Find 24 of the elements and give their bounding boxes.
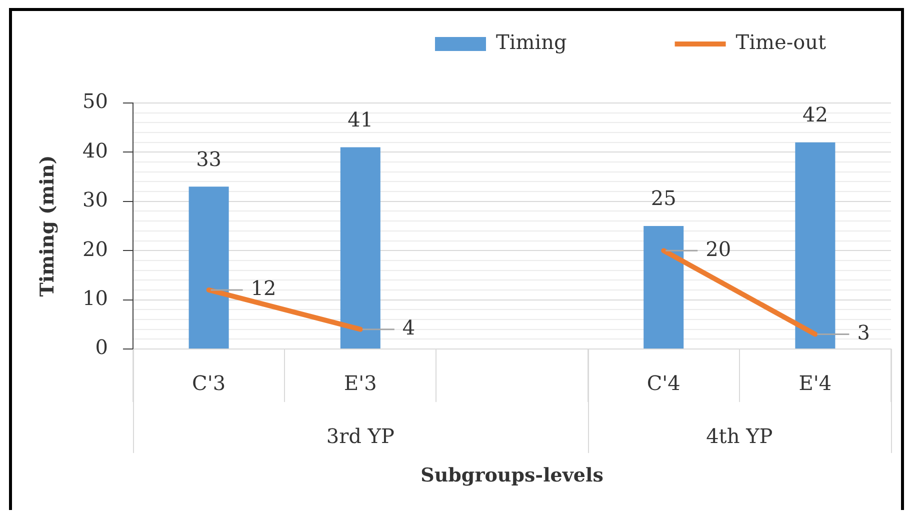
y-tick-label: 10: [82, 286, 108, 310]
x-tick-label: C'4: [646, 371, 680, 396]
y-axis-title: Timing (min): [36, 155, 58, 297]
text: 3rd YP: [326, 424, 394, 448]
legend-label: Timing: [496, 30, 567, 54]
x-tick-label: E'3: [344, 371, 377, 396]
data-label: 42: [802, 102, 828, 127]
data-label: 3: [857, 320, 870, 344]
legend-label: Time-out: [736, 30, 826, 54]
y-tick-label: 50: [82, 89, 108, 114]
data-label: 41: [348, 107, 374, 132]
data-label: 33: [196, 146, 222, 171]
y-tick-label: 0: [95, 335, 108, 360]
y-tick-label: 30: [82, 188, 108, 212]
y-tick-label: 20: [82, 236, 108, 261]
data-label: 4: [402, 316, 416, 340]
data-label: 20: [706, 236, 732, 261]
x-tick-label: C'3: [192, 371, 226, 396]
x-axis-title: Subgroups-levels: [420, 464, 604, 487]
y-tick-label: 40: [82, 138, 108, 162]
data-label: 25: [650, 186, 676, 210]
data-label: 12: [250, 276, 276, 300]
text: 4th YP: [706, 424, 773, 448]
x-tick-label: E'4: [798, 371, 832, 396]
